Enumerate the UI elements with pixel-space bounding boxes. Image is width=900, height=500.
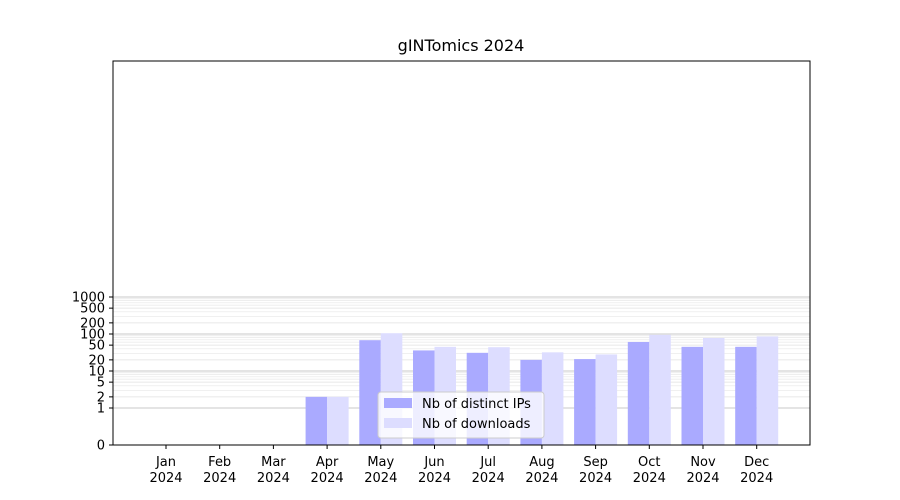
- x-tick-label-month: Oct: [638, 455, 660, 470]
- legend-swatch: [384, 398, 412, 408]
- bar-downloads: [595, 354, 618, 445]
- x-tick-label-year: 2024: [203, 471, 236, 486]
- bar-distinct-ips: [305, 396, 328, 445]
- x-tick-label-month: Feb: [208, 455, 231, 470]
- x-tick-label-year: 2024: [257, 471, 290, 486]
- x-tick-label-month: May: [367, 455, 394, 470]
- bar-distinct-ips: [735, 346, 757, 445]
- x-tick-label-year: 2024: [579, 471, 612, 486]
- y-tick-label: 500: [80, 302, 105, 317]
- bar-distinct-ips: [681, 346, 703, 445]
- x-tick-label-year: 2024: [311, 471, 344, 486]
- bar-distinct-ips: [627, 341, 650, 445]
- x-tick-label-year: 2024: [633, 471, 666, 486]
- bar-downloads: [756, 336, 779, 445]
- y-tick-label: 0: [97, 439, 105, 454]
- x-tick-label-year: 2024: [740, 471, 773, 486]
- bar-downloads: [327, 396, 349, 445]
- x-axis: Jan2024Feb2024Mar2024Apr2024May2024Jun20…: [149, 445, 773, 486]
- x-tick-label-year: 2024: [149, 471, 182, 486]
- chart-title: gINTomics 2024: [398, 36, 525, 55]
- bar-downloads: [703, 337, 725, 445]
- legend-label: Nb of distinct IPs: [422, 397, 531, 412]
- x-tick-label-month: Sep: [583, 455, 608, 470]
- bar-downloads: [649, 334, 671, 445]
- bar-distinct-ips: [359, 340, 381, 445]
- bar-distinct-ips: [574, 359, 596, 445]
- legend-swatch: [384, 418, 412, 428]
- x-tick-label-month: Aug: [529, 455, 554, 470]
- x-tick-label-year: 2024: [686, 471, 719, 486]
- y-tick-label: 10: [88, 365, 105, 380]
- x-tick-label-month: Nov: [690, 455, 716, 470]
- x-tick-label-month: Dec: [744, 455, 769, 470]
- x-tick-label-year: 2024: [472, 471, 505, 486]
- x-tick-label-year: 2024: [525, 471, 558, 486]
- y-tick-label: 100: [80, 328, 105, 343]
- y-tick-label: 5: [97, 376, 105, 391]
- legend-label: Nb of downloads: [422, 417, 531, 432]
- x-tick-label-month: Jun: [423, 455, 444, 470]
- x-tick-label-month: Apr: [316, 455, 339, 470]
- y-tick-label: 1: [97, 402, 105, 417]
- y-tick-label: 50: [88, 339, 105, 354]
- x-tick-label-month: Jan: [155, 455, 176, 470]
- x-tick-label-year: 2024: [418, 471, 451, 486]
- plot-frame: [112, 60, 811, 446]
- y-tick-label: 200: [80, 316, 105, 331]
- y-tick-label: 20: [88, 353, 105, 368]
- bar-downloads: [541, 352, 564, 445]
- x-tick-label-year: 2024: [364, 471, 397, 486]
- x-tick-label-month: Jul: [479, 455, 496, 470]
- y-tick-label: 2: [97, 390, 105, 405]
- legend-box: [377, 391, 545, 439]
- legend: Nb of distinct IPs Nb of downloads: [377, 391, 545, 439]
- x-tick-label-month: Mar: [261, 455, 286, 470]
- y-tick-label: 1000: [72, 291, 105, 306]
